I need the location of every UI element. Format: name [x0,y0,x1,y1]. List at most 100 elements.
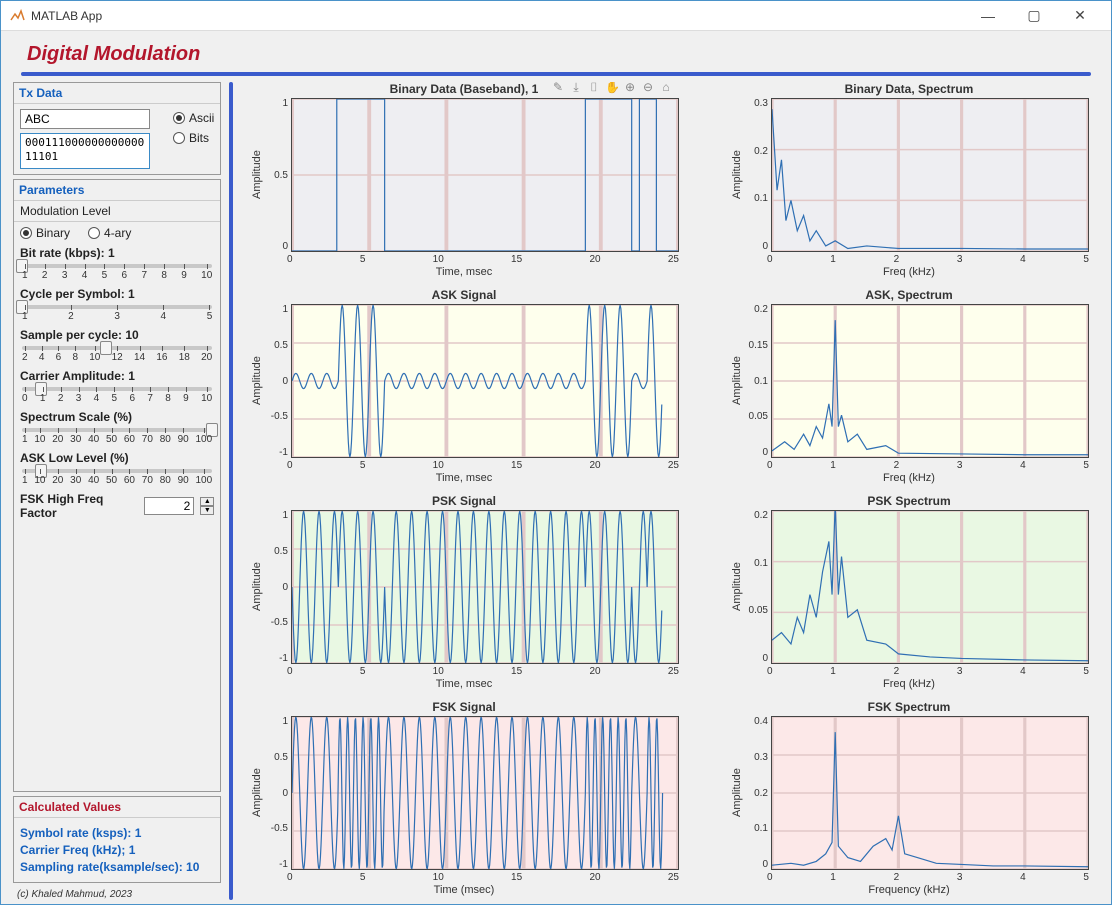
plot-title-4: PSK Signal [249,494,679,508]
plot-area-5[interactable]: .gridlines line{stroke:#c8dcc2} [771,510,1089,664]
plot-xlabel-1: Freq (kHz) [729,266,1089,278]
plot-title-6: FSK Signal [249,700,679,714]
plot-6: FSK Signal Amplitude 10.50-0.5-1 .gridli… [249,700,679,896]
slider-ticks-2: 2468101214161820 [22,352,212,363]
plot-5: PSK Spectrum Amplitude 0.20.10.050 .grid… [729,494,1089,690]
plot-yaxis-7: 0.40.30.20.10 [745,716,771,870]
plot-yaxis-4: 10.50-0.5-1 [265,510,291,664]
plot-area-0[interactable]: .gridlines line{stroke:#d8d8dd} [291,98,679,252]
slider-ticks-1: 12345 [22,311,212,322]
fourary-radio-label: 4-ary [104,226,131,240]
pan-icon[interactable]: ✋ [605,82,619,94]
fsk-factor-label: FSK High Freq Factor [20,492,138,520]
plot-xlabel-5: Freq (kHz) [729,678,1089,690]
slider-label-1: Cycle per Symbol: 1 [20,287,214,301]
plot-yaxis-1: 0.30.20.10 [745,98,771,252]
close-button[interactable]: ✕ [1057,1,1103,31]
plot-area-4[interactable]: .gridlines line{stroke:#c8dcc2} [291,510,679,664]
plot-yaxis-5: 0.20.10.050 [745,510,771,664]
calc-line-0: Symbol rate (ksps): 1 [20,826,214,840]
plot-xlabel-7: Frequency (kHz) [729,884,1089,896]
slider-ticks-0: 12345678910 [22,270,212,281]
bits-input[interactable]: 00011100000000000011101 [20,133,150,169]
fsk-factor-input[interactable] [144,497,194,515]
ascii-radio[interactable]: Ascii [173,111,214,125]
plot-xlabel-0: Time, msec [249,266,679,278]
plot-yaxis-2: 10.50-0.5-1 [265,304,291,458]
plot-ylabel-2: Amplitude [249,304,265,458]
plot-ylabel-5: Amplitude [729,510,745,664]
app-title: Digital Modulation [27,43,1099,66]
plot-area-7[interactable]: .gridlines line{stroke:#e2c8c8} [771,716,1089,870]
txdata-panel: Tx Data 00011100000000000011101 Ascii [13,82,221,175]
window-title: MATLAB App [31,9,965,23]
plot-1: Binary Data, Spectrum Amplitude 0.30.20.… [729,82,1089,278]
fourary-radio[interactable]: 4-ary [88,226,131,240]
copyright-text: (c) Khaled Mahmud, 2023 [13,887,221,900]
plot-ylabel-6: Amplitude [249,716,265,870]
datatip-icon[interactable]: ⌷ [587,82,601,94]
txdata-panel-title: Tx Data [14,83,220,104]
calc-line-2: Sampling rate(ksample/sec): 10 [20,860,214,874]
home-icon[interactable]: ⌂ [659,82,673,94]
plot-xaxis-2: 0510152025 [287,458,679,471]
slider-label-3: Carrier Amplitude: 1 [20,369,214,383]
slider-label-5: ASK Low Level (%) [20,451,214,465]
plot-3: ASK, Spectrum Amplitude 0.20.150.10.050 … [729,288,1089,484]
bits-radio-label: Bits [189,131,209,145]
parameters-panel-title: Parameters [14,180,220,201]
brush-icon[interactable]: ✎ [551,82,565,94]
plot-0: Binary Data (Baseband), 1 ✎ ⤓ ⌷ ✋ ⊕ ⊖ ⌂ … [249,82,679,278]
plot-xaxis-0: 0510152025 [287,252,679,265]
ascii-input[interactable] [20,109,150,129]
parameters-panel: Parameters Modulation Level Binary 4-ary [13,179,221,792]
plot-area-3[interactable]: .gridlines line{stroke:#dedecc} [771,304,1089,458]
slider-label-0: Bit rate (kbps): 1 [20,246,214,260]
slider-ticks-4: 1102030405060708090100 [22,434,212,445]
bits-radio[interactable]: Bits [173,131,214,145]
plot-xaxis-3: 012345 [767,458,1089,471]
plot-xaxis-7: 012345 [767,870,1089,883]
calculated-panel-title: Calculated Values [14,797,220,818]
export-icon[interactable]: ⤓ [569,82,583,94]
slider-3[interactable] [22,387,212,391]
plot-7: FSK Spectrum Amplitude 0.40.30.20.10 .gr… [729,700,1089,896]
plot-yaxis-6: 10.50-0.5-1 [265,716,291,870]
plot-toolbar[interactable]: ✎ ⤓ ⌷ ✋ ⊕ ⊖ ⌂ [551,82,673,94]
calculated-panel: Calculated Values Symbol rate (ksps): 1 C… [13,796,221,883]
plot-area-2[interactable]: .gridlines line{stroke:#dedecc} [291,304,679,458]
calc-line-1: Carrier Freq (kHz); 1 [20,843,214,857]
plot-yaxis-0: 10.50 [265,98,291,252]
plot-xlabel-4: Time, msec [249,678,679,690]
plot-xaxis-1: 012345 [767,252,1089,265]
plot-area-6[interactable]: .gridlines line{stroke:#e2c8c8} [291,716,679,870]
plot-xlabel-6: Time (msec) [249,884,679,896]
plot-title-1: Binary Data, Spectrum [729,82,1089,96]
plot-ylabel-0: Amplitude [249,98,265,252]
plot-yaxis-3: 0.20.150.10.050 [745,304,771,458]
modlevel-label: Modulation Level [14,201,220,222]
slider-label-2: Sample per cycle: 10 [20,328,214,342]
plot-area-1[interactable]: .gridlines line{stroke:#d8d8dd} [771,98,1089,252]
plot-title-2: ASK Signal [249,288,679,302]
slider-ticks-3: 012345678910 [22,393,212,404]
slider-label-4: Spectrum Scale (%) [20,410,214,424]
fsk-factor-spinner[interactable]: ▲▼ [200,497,214,515]
plot-ylabel-3: Amplitude [729,304,745,458]
maximize-button[interactable]: ▢ [1011,1,1057,31]
plot-xaxis-4: 0510152025 [287,664,679,677]
plot-title-7: FSK Spectrum [729,700,1089,714]
minimize-button[interactable]: — [965,1,1011,31]
plot-title-5: PSK Spectrum [729,494,1089,508]
binary-radio[interactable]: Binary [20,226,70,240]
title-divider [21,72,1091,76]
matlab-logo-icon [9,8,25,24]
plot-xlabel-2: Time, msec [249,472,679,484]
plot-4: PSK Signal Amplitude 10.50-0.5-1 .gridli… [249,494,679,690]
plot-2: ASK Signal Amplitude 10.50-0.5-1 .gridli… [249,288,679,484]
zoomout-icon[interactable]: ⊖ [641,82,655,94]
slider-ticks-5: 1102030405060708090100 [22,475,212,486]
zoomin-icon[interactable]: ⊕ [623,82,637,94]
plot-ylabel-1: Amplitude [729,98,745,252]
titlebar: MATLAB App — ▢ ✕ [1,1,1111,31]
